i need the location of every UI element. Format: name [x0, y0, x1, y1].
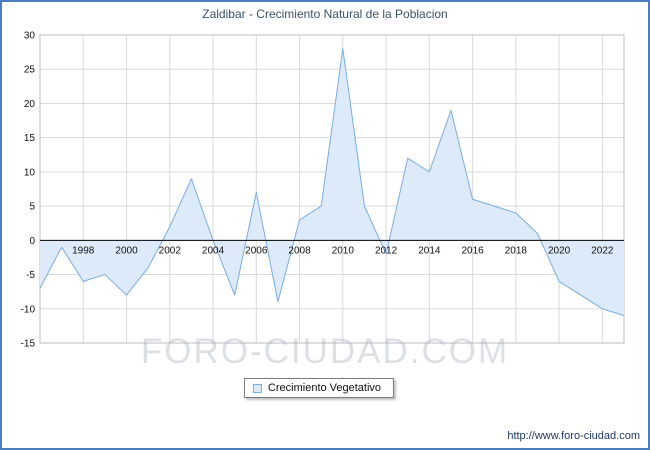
x-tick-label: 2008 — [288, 245, 311, 256]
y-tick-label: 25 — [24, 65, 36, 76]
x-tick-label: 2012 — [375, 245, 398, 256]
x-tick-label: 2000 — [115, 245, 138, 256]
area-chart: 30 25 20 15 10 5 0 -5 -10 -15 1998 2000 2002 2004 2006… — [21, 31, 625, 350]
plot-border — [39, 34, 625, 344]
x-tick-label: 2018 — [505, 245, 528, 256]
footer-url[interactable]: http://www.foro-ciudad.com — [507, 430, 640, 442]
y-tick-label: -10 — [21, 304, 36, 315]
y-tick-label: 0 — [29, 236, 35, 247]
x-tick-label: 2002 — [159, 245, 182, 256]
chart-title: Zaldibar - Crecimiento Natural de la Pob… — [202, 7, 448, 21]
x-tick-label: 2006 — [245, 245, 268, 256]
legend-swatch-icon — [252, 383, 262, 393]
x-tick-label: 1998 — [72, 245, 95, 256]
x-tick-label: 2020 — [548, 245, 571, 256]
series-line — [39, 48, 625, 317]
y-tick-label: -5 — [26, 270, 35, 281]
y-tick-label: 20 — [24, 99, 36, 110]
y-tick-label: 30 — [24, 31, 36, 42]
x-tick-label: 2004 — [202, 245, 225, 256]
y-tick-label: 5 — [29, 202, 35, 213]
x-tick-label: 2016 — [461, 245, 484, 256]
area-fill — [40, 48, 624, 316]
y-tick-label: 10 — [24, 167, 36, 178]
x-tick-label: 2014 — [418, 245, 441, 256]
legend: Crecimiento Vegetativo — [243, 378, 395, 398]
y-tick-label: 15 — [24, 133, 36, 144]
legend-label: Crecimiento Vegetativo — [267, 382, 382, 394]
y-tick-label: -15 — [21, 339, 36, 350]
x-tick-label: 2010 — [332, 245, 355, 256]
x-tick-label: 2022 — [591, 245, 614, 256]
